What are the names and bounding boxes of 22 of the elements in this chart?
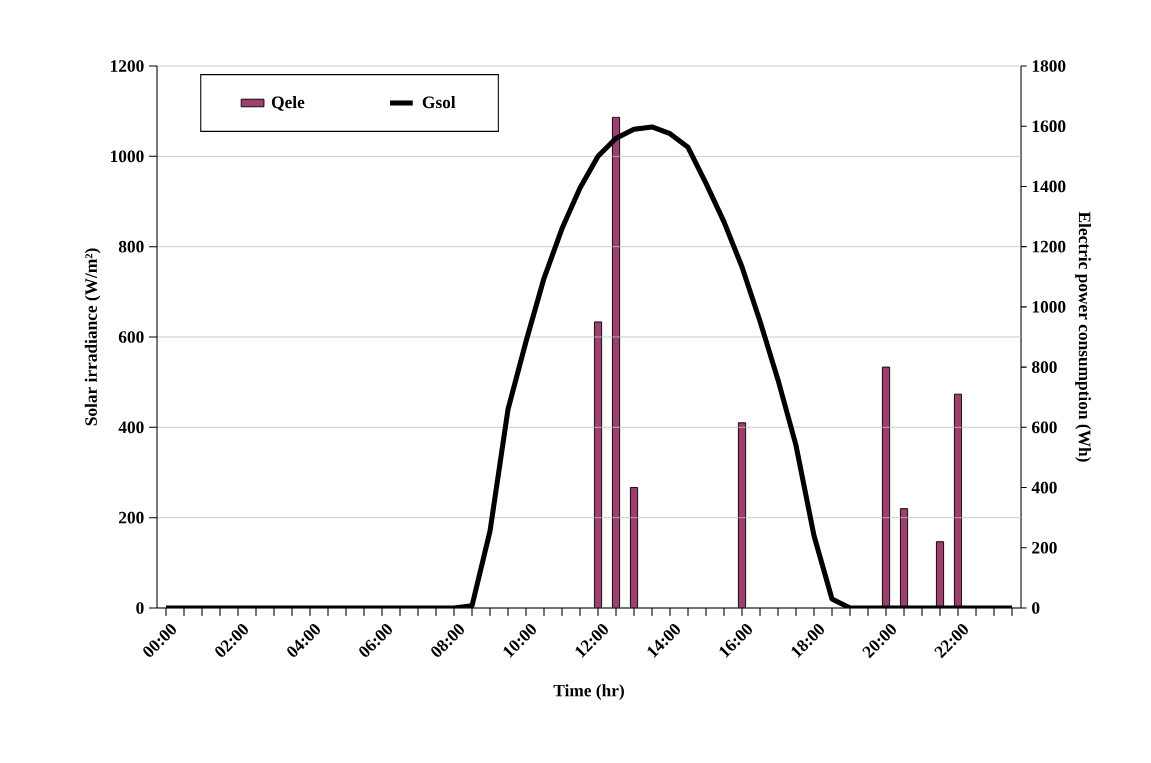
y-tick-label: 0 [136,602,144,614]
y2-tick-label: 1000 [1032,301,1066,313]
y-tick-label: 600 [118,331,144,343]
y-tick-label: 200 [119,511,144,524]
y-tick-label: 800 [118,240,144,253]
y2-tick-label: 0 [1032,602,1040,614]
y2-tick-label: 400 [1031,481,1057,494]
y-tick-label: 400 [118,421,144,434]
y-tick-label: 1000 [111,150,144,163]
y2-axis-title: Electric power consumption (Wh) [1075,211,1091,462]
y2-tick-label: 800 [1032,361,1057,373]
y-tick-label: 1200 [111,60,144,72]
legend-label: Gsol [422,95,456,109]
y2-tick-label: 1800 [1032,60,1066,72]
y2-tick-label: 1400 [1032,180,1066,193]
y2-tick-label: 1200 [1032,240,1066,253]
x-axis-title: Time (hr) [553,684,624,700]
y2-tick-label: 600 [1032,421,1057,434]
legend-label: Qele [271,95,305,111]
y2-tick-label: 200 [1032,541,1057,554]
y-axis-title: Solar irradiance (W/m²) [84,248,101,426]
y2-tick-label: 1600 [1032,120,1066,133]
